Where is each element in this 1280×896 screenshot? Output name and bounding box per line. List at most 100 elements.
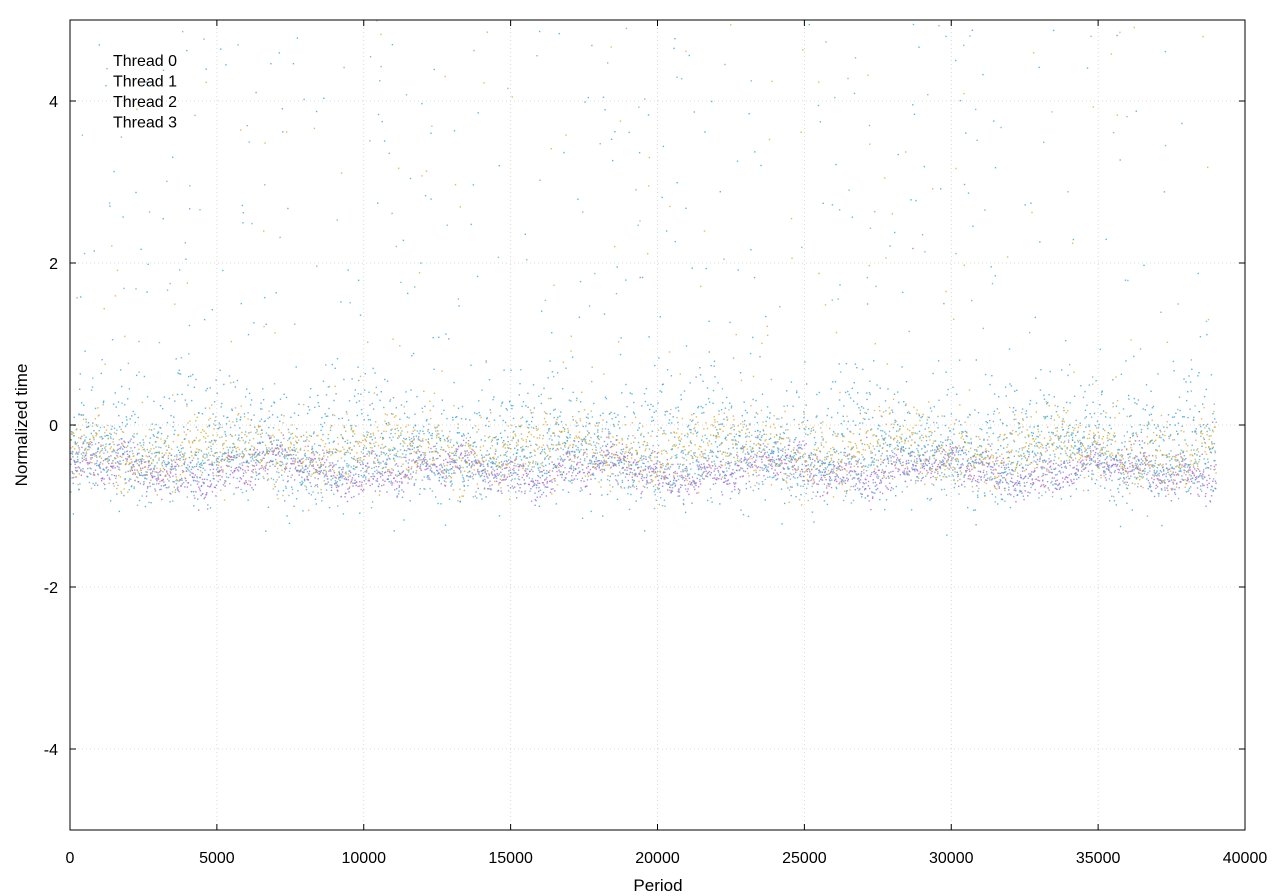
data-point (329, 469, 331, 471)
data-point (754, 461, 756, 463)
data-point (311, 473, 313, 475)
data-point (1021, 492, 1023, 494)
data-point (334, 480, 337, 482)
data-point (1007, 483, 1010, 485)
data-point (288, 470, 291, 472)
data-point (116, 465, 119, 468)
data-point (548, 438, 551, 440)
data-point (546, 469, 548, 472)
data-point (475, 460, 477, 462)
data-point (898, 469, 901, 471)
data-point (480, 494, 482, 496)
data-point (969, 474, 971, 476)
data-point (585, 425, 587, 427)
data-point (359, 481, 361, 483)
data-point (357, 443, 359, 445)
data-point (752, 489, 754, 492)
data-point (503, 475, 506, 477)
data-point (546, 482, 548, 484)
data-point (322, 439, 324, 442)
data-point (827, 455, 829, 458)
data-point (218, 471, 220, 473)
data-point (1024, 436, 1026, 439)
data-point (140, 462, 143, 465)
data-point (322, 449, 324, 451)
data-point (949, 446, 951, 448)
data-point (522, 448, 524, 450)
data-point (837, 466, 839, 468)
data-point (1023, 455, 1025, 458)
data-point (255, 464, 258, 466)
data-point (669, 486, 671, 488)
data-point (106, 466, 108, 468)
data-point (907, 472, 909, 475)
data-point (691, 476, 694, 478)
data-point (143, 482, 145, 485)
data-point (542, 482, 544, 484)
data-point (450, 439, 452, 441)
data-point (695, 459, 698, 462)
data-point (363, 474, 365, 476)
data-point (740, 467, 742, 469)
data-point (430, 470, 433, 472)
data-point (1103, 454, 1105, 456)
data-point (195, 454, 197, 456)
data-point (854, 489, 856, 491)
data-point (507, 490, 510, 492)
data-point (226, 446, 228, 448)
data-point (1088, 475, 1090, 477)
data-point (356, 466, 358, 468)
data-point (779, 433, 781, 435)
data-point (546, 480, 549, 483)
data-point (994, 501, 996, 503)
data-point (542, 434, 545, 437)
data-point (277, 467, 279, 470)
data-point (206, 454, 208, 456)
data-point (1189, 469, 1191, 471)
data-point (660, 477, 663, 479)
data-point (215, 459, 218, 461)
data-point (732, 424, 734, 426)
data-point (570, 465, 572, 468)
data-point (1186, 466, 1189, 468)
data-point (796, 444, 798, 447)
data-point (194, 474, 196, 476)
data-point (760, 456, 762, 458)
data-point (1076, 468, 1078, 470)
data-point (115, 433, 117, 435)
data-point (844, 462, 846, 464)
data-point (462, 444, 464, 447)
data-point (658, 482, 661, 485)
data-point (102, 444, 104, 447)
data-point (172, 441, 175, 443)
data-point (152, 459, 154, 461)
data-point (137, 471, 139, 473)
data-point (732, 357, 735, 359)
data-point (1100, 474, 1102, 476)
data-point (167, 457, 170, 460)
data-point (1085, 464, 1087, 466)
data-point (363, 458, 365, 461)
data-point (369, 404, 371, 406)
data-point (539, 476, 542, 479)
data-point (1126, 472, 1129, 475)
data-point (316, 471, 318, 474)
data-point (467, 454, 469, 456)
data-point (89, 446, 91, 449)
data-point (206, 448, 208, 450)
data-point (206, 426, 209, 428)
data-point (519, 455, 521, 458)
data-point (563, 459, 565, 461)
data-point (1066, 454, 1068, 457)
data-point (813, 481, 816, 483)
data-point (204, 462, 206, 464)
data-point (962, 458, 964, 460)
data-point (876, 484, 878, 486)
data-point (763, 448, 765, 450)
data-point (1209, 477, 1211, 480)
data-point (418, 436, 420, 438)
data-point (268, 410, 270, 412)
data-point (220, 466, 222, 468)
data-point (980, 479, 982, 481)
data-point (424, 468, 426, 471)
